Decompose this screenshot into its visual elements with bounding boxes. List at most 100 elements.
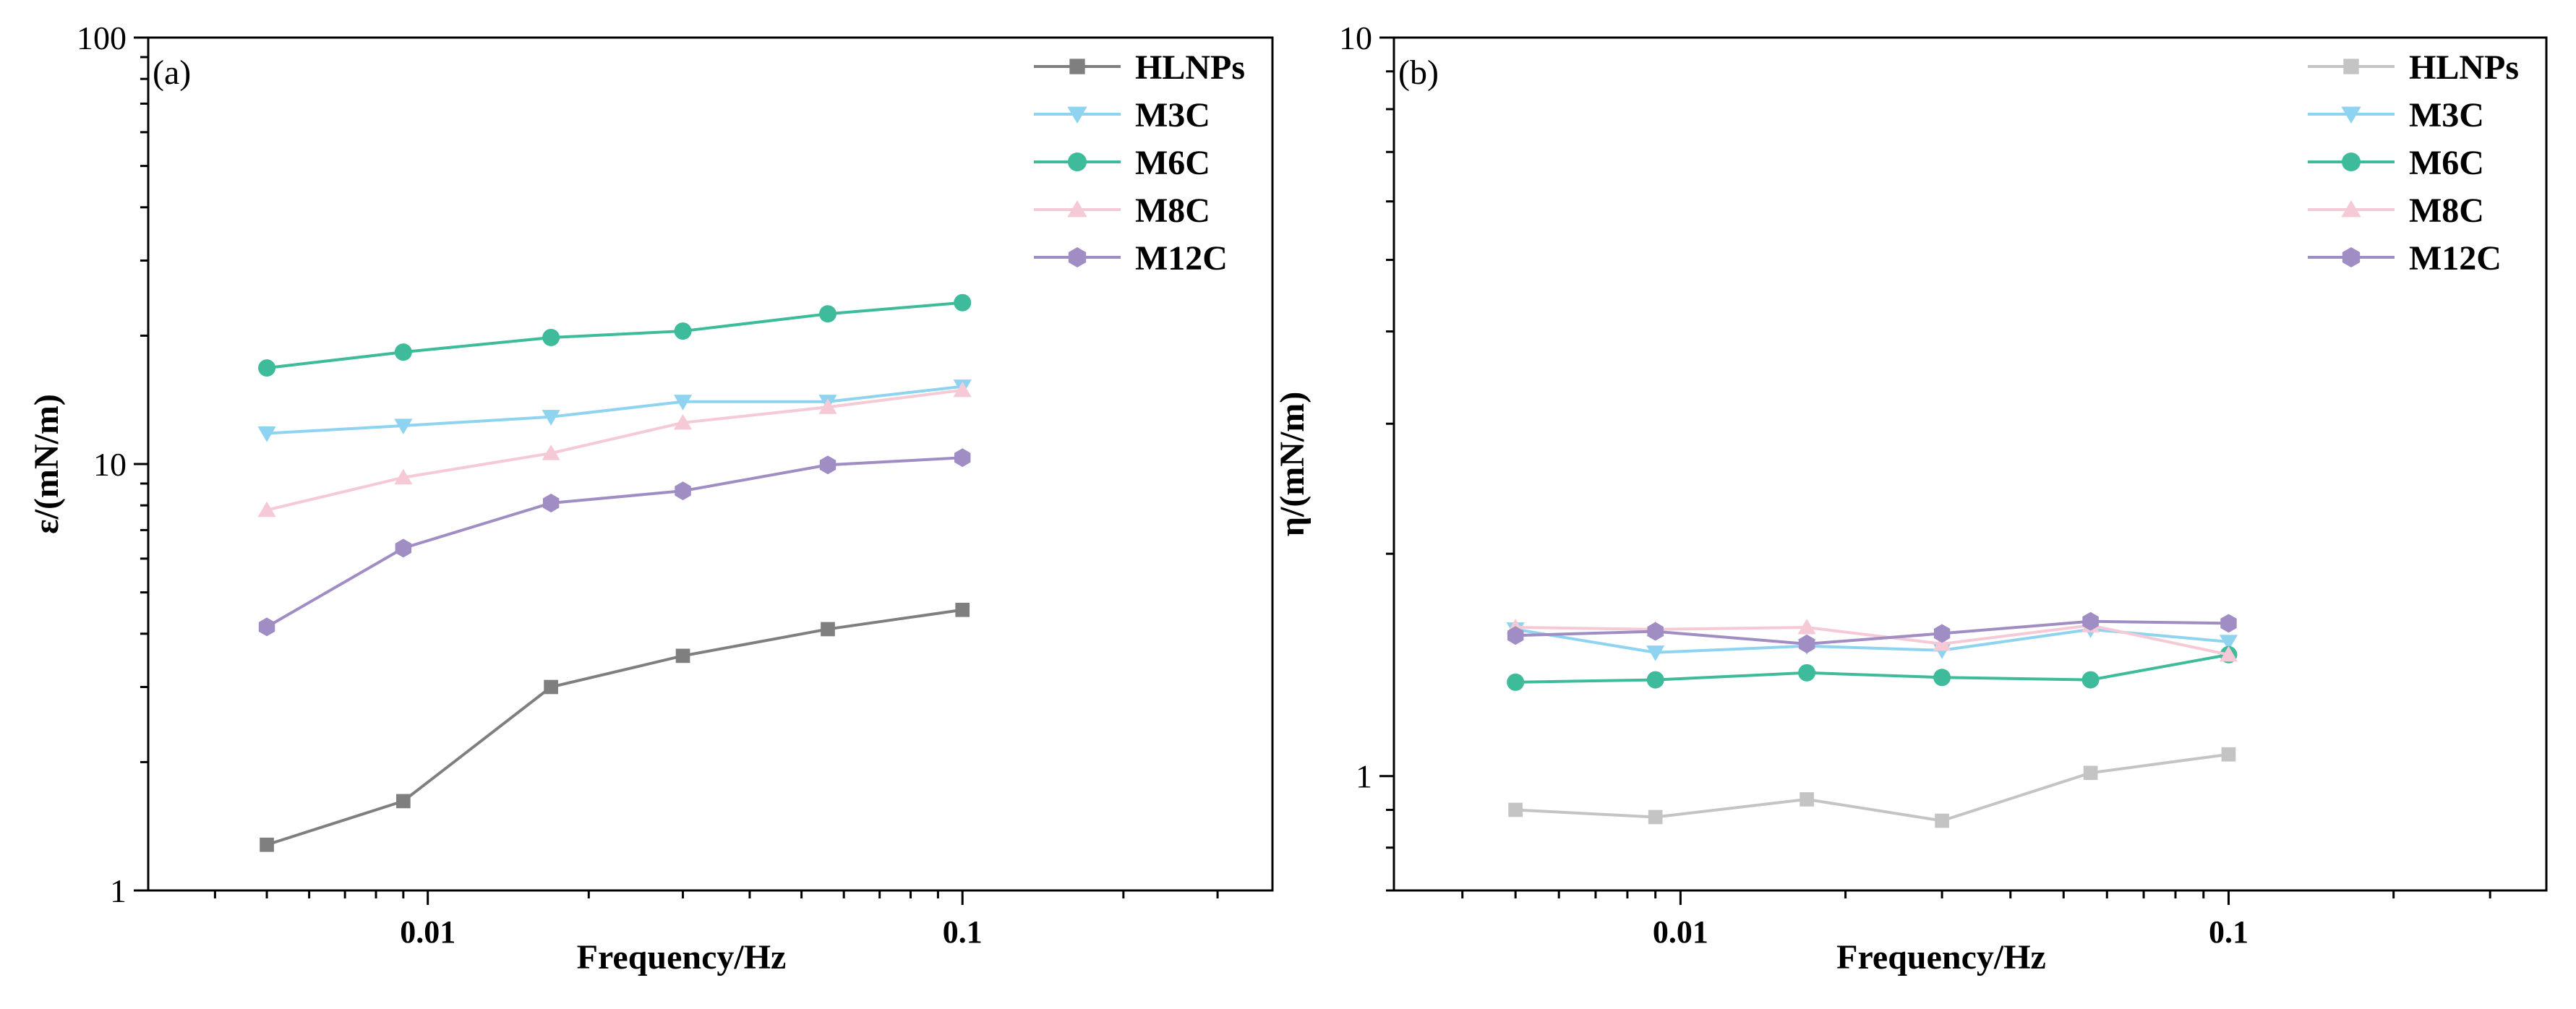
- legend-item: M6C: [1034, 144, 1210, 182]
- series-line: [266, 301, 963, 370]
- data-point: [954, 293, 972, 312]
- x-axis-title: Frequency/Hz: [577, 938, 787, 976]
- legend-marker: [1069, 59, 1085, 74]
- data-point: [1646, 645, 1665, 661]
- data-point: [257, 501, 276, 518]
- data-point: [2219, 635, 2238, 651]
- data-point: [396, 794, 411, 809]
- legend-item: M6C: [2308, 144, 2484, 182]
- legend-item: M12C: [2308, 239, 2502, 278]
- data-point: [1508, 802, 1523, 817]
- data-point: [1798, 634, 1815, 653]
- x-tick-label: 0.01: [1653, 914, 1708, 950]
- panel-label: (b): [1398, 53, 1439, 92]
- data-point: [394, 418, 413, 434]
- data-point: [257, 426, 276, 442]
- series-line: [1515, 619, 2229, 645]
- data-point: [821, 622, 835, 637]
- y-tick-label: 1: [1356, 758, 1372, 795]
- legend-label: M3C: [2409, 96, 2484, 134]
- data-point: [673, 395, 693, 411]
- series-line: [266, 388, 963, 512]
- data-point: [1933, 624, 1951, 643]
- legend-marker: [2342, 153, 2361, 171]
- series-M3C: [257, 379, 972, 442]
- chart-panel-1: 1 10 100 0.01 0.1 Frequency/Hz ε/(mN/m) (a) HLNP…: [27, 20, 1274, 976]
- legend-marker: [2341, 200, 2361, 218]
- series-line: [1515, 624, 2229, 656]
- legend-item: M8C: [2308, 192, 2484, 230]
- legend-marker: [1068, 246, 1087, 268]
- data-point: [258, 359, 276, 377]
- legend-label: M12C: [1135, 239, 1228, 278]
- panel-label: (a): [153, 53, 191, 92]
- series-M6C: [258, 293, 972, 377]
- data-point: [1797, 618, 1816, 635]
- data-point: [542, 445, 560, 460]
- legend-label: HLNPs: [1135, 48, 1245, 87]
- data-point: [394, 343, 412, 361]
- data-point: [1933, 635, 1951, 651]
- data-point: [2220, 614, 2237, 633]
- chart-panel-2: 1 10 0.01 0.1 Frequency/Hz η/(mN/m) (b) HLNPs M3…: [1273, 20, 2548, 976]
- data-point: [395, 538, 412, 558]
- legend-marker: [2342, 246, 2361, 268]
- data-point: [542, 328, 560, 346]
- data-point: [819, 455, 836, 475]
- legend: HLNPs M3C M6C M8C M12C: [1034, 48, 1245, 278]
- legend-marker: [2343, 59, 2359, 74]
- data-point: [542, 494, 560, 512]
- series-M12C: [258, 448, 971, 637]
- y-tick-label: 10: [93, 446, 127, 483]
- legend-label: M8C: [1135, 192, 1210, 230]
- series-line: [266, 608, 963, 846]
- legend-item: HLNPs: [1034, 48, 1245, 87]
- data-point: [674, 322, 692, 340]
- data-point: [1507, 626, 1524, 645]
- data-point: [2082, 611, 2099, 631]
- legend-marker: [1068, 153, 1087, 171]
- x-tick-label: 0.1: [2209, 914, 2248, 950]
- data-point: [954, 448, 971, 468]
- data-point: [953, 381, 972, 398]
- legend-marker: [1067, 106, 1087, 124]
- plot-frame: [147, 36, 1274, 892]
- data-point: [818, 398, 837, 414]
- y-tick-label: 1: [110, 872, 127, 909]
- data-point: [1933, 669, 1951, 687]
- legend-marker: [2341, 106, 2361, 124]
- data-point: [675, 648, 690, 664]
- data-point: [1646, 671, 1664, 689]
- legend-label: HLNPs: [2409, 48, 2519, 87]
- data-point: [675, 481, 691, 501]
- data-point: [258, 617, 275, 637]
- legend-marker: [1067, 200, 1087, 218]
- series-HLNPs: [1508, 747, 2236, 828]
- legend-label: M3C: [1135, 96, 1210, 134]
- series-M6C: [1507, 645, 2238, 691]
- x-axis-title: Frequency/Hz: [1836, 938, 2046, 976]
- data-point: [544, 679, 558, 695]
- plot-frame: [1392, 36, 2548, 892]
- legend: HLNPs M3C M6C M8C M12C: [2308, 48, 2519, 278]
- legend-label: M6C: [1135, 144, 1210, 182]
- data-point: [1507, 673, 1525, 691]
- series-line: [1515, 653, 2229, 684]
- legend-item: M3C: [2308, 96, 2484, 134]
- data-point: [673, 413, 693, 430]
- series-line: [266, 456, 963, 629]
- data-point: [2221, 747, 2236, 762]
- y-axis-title: η/(mN/m): [1273, 392, 1311, 537]
- legend-item: HLNPs: [2308, 48, 2519, 87]
- x-tick-label: 0.1: [943, 914, 983, 950]
- series-line: [266, 385, 963, 435]
- x-tick-label: 0.01: [400, 914, 455, 950]
- legend-label: M12C: [2409, 239, 2502, 278]
- data-point: [394, 468, 413, 485]
- y-tick-label: 100: [77, 20, 127, 56]
- data-point: [2219, 645, 2238, 662]
- y-axis-title: ε/(mN/m): [27, 394, 66, 534]
- series-M8C: [257, 381, 972, 518]
- data-point: [819, 305, 837, 323]
